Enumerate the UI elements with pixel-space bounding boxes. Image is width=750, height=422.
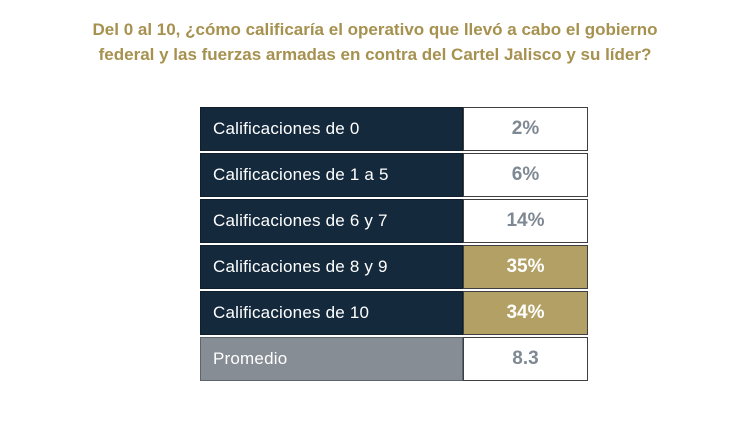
table-row: Calificaciones de 0 2% [200, 107, 588, 151]
row-label-cell: Calificaciones de 1 a 5 [200, 153, 463, 197]
table-row-highlighted: Calificaciones de 10 34% [200, 291, 588, 335]
question-title: Del 0 al 10, ¿cómo calificaría el operat… [92, 20, 658, 64]
row-label-cell: Promedio [200, 337, 463, 381]
table-row-highlighted: Calificaciones de 8 y 9 35% [200, 245, 588, 289]
row-value-cell: 14% [463, 199, 588, 243]
row-value-cell: 2% [463, 107, 588, 151]
table-row: Calificaciones de 1 a 5 6% [200, 153, 588, 197]
row-value-cell: 8.3 [463, 337, 588, 381]
row-label-cell: Calificaciones de 8 y 9 [200, 245, 463, 289]
row-value-cell: 35% [463, 245, 588, 289]
table-row-average: Promedio 8.3 [200, 337, 588, 381]
row-value-cell: 34% [463, 291, 588, 335]
row-value-cell: 6% [463, 153, 588, 197]
table-row: Calificaciones de 6 y 7 14% [200, 199, 588, 243]
row-label-cell: Calificaciones de 10 [200, 291, 463, 335]
results-table: Calificaciones de 0 2% Calificaciones de… [200, 107, 588, 383]
row-label-cell: Calificaciones de 0 [200, 107, 463, 151]
row-label-cell: Calificaciones de 6 y 7 [200, 199, 463, 243]
